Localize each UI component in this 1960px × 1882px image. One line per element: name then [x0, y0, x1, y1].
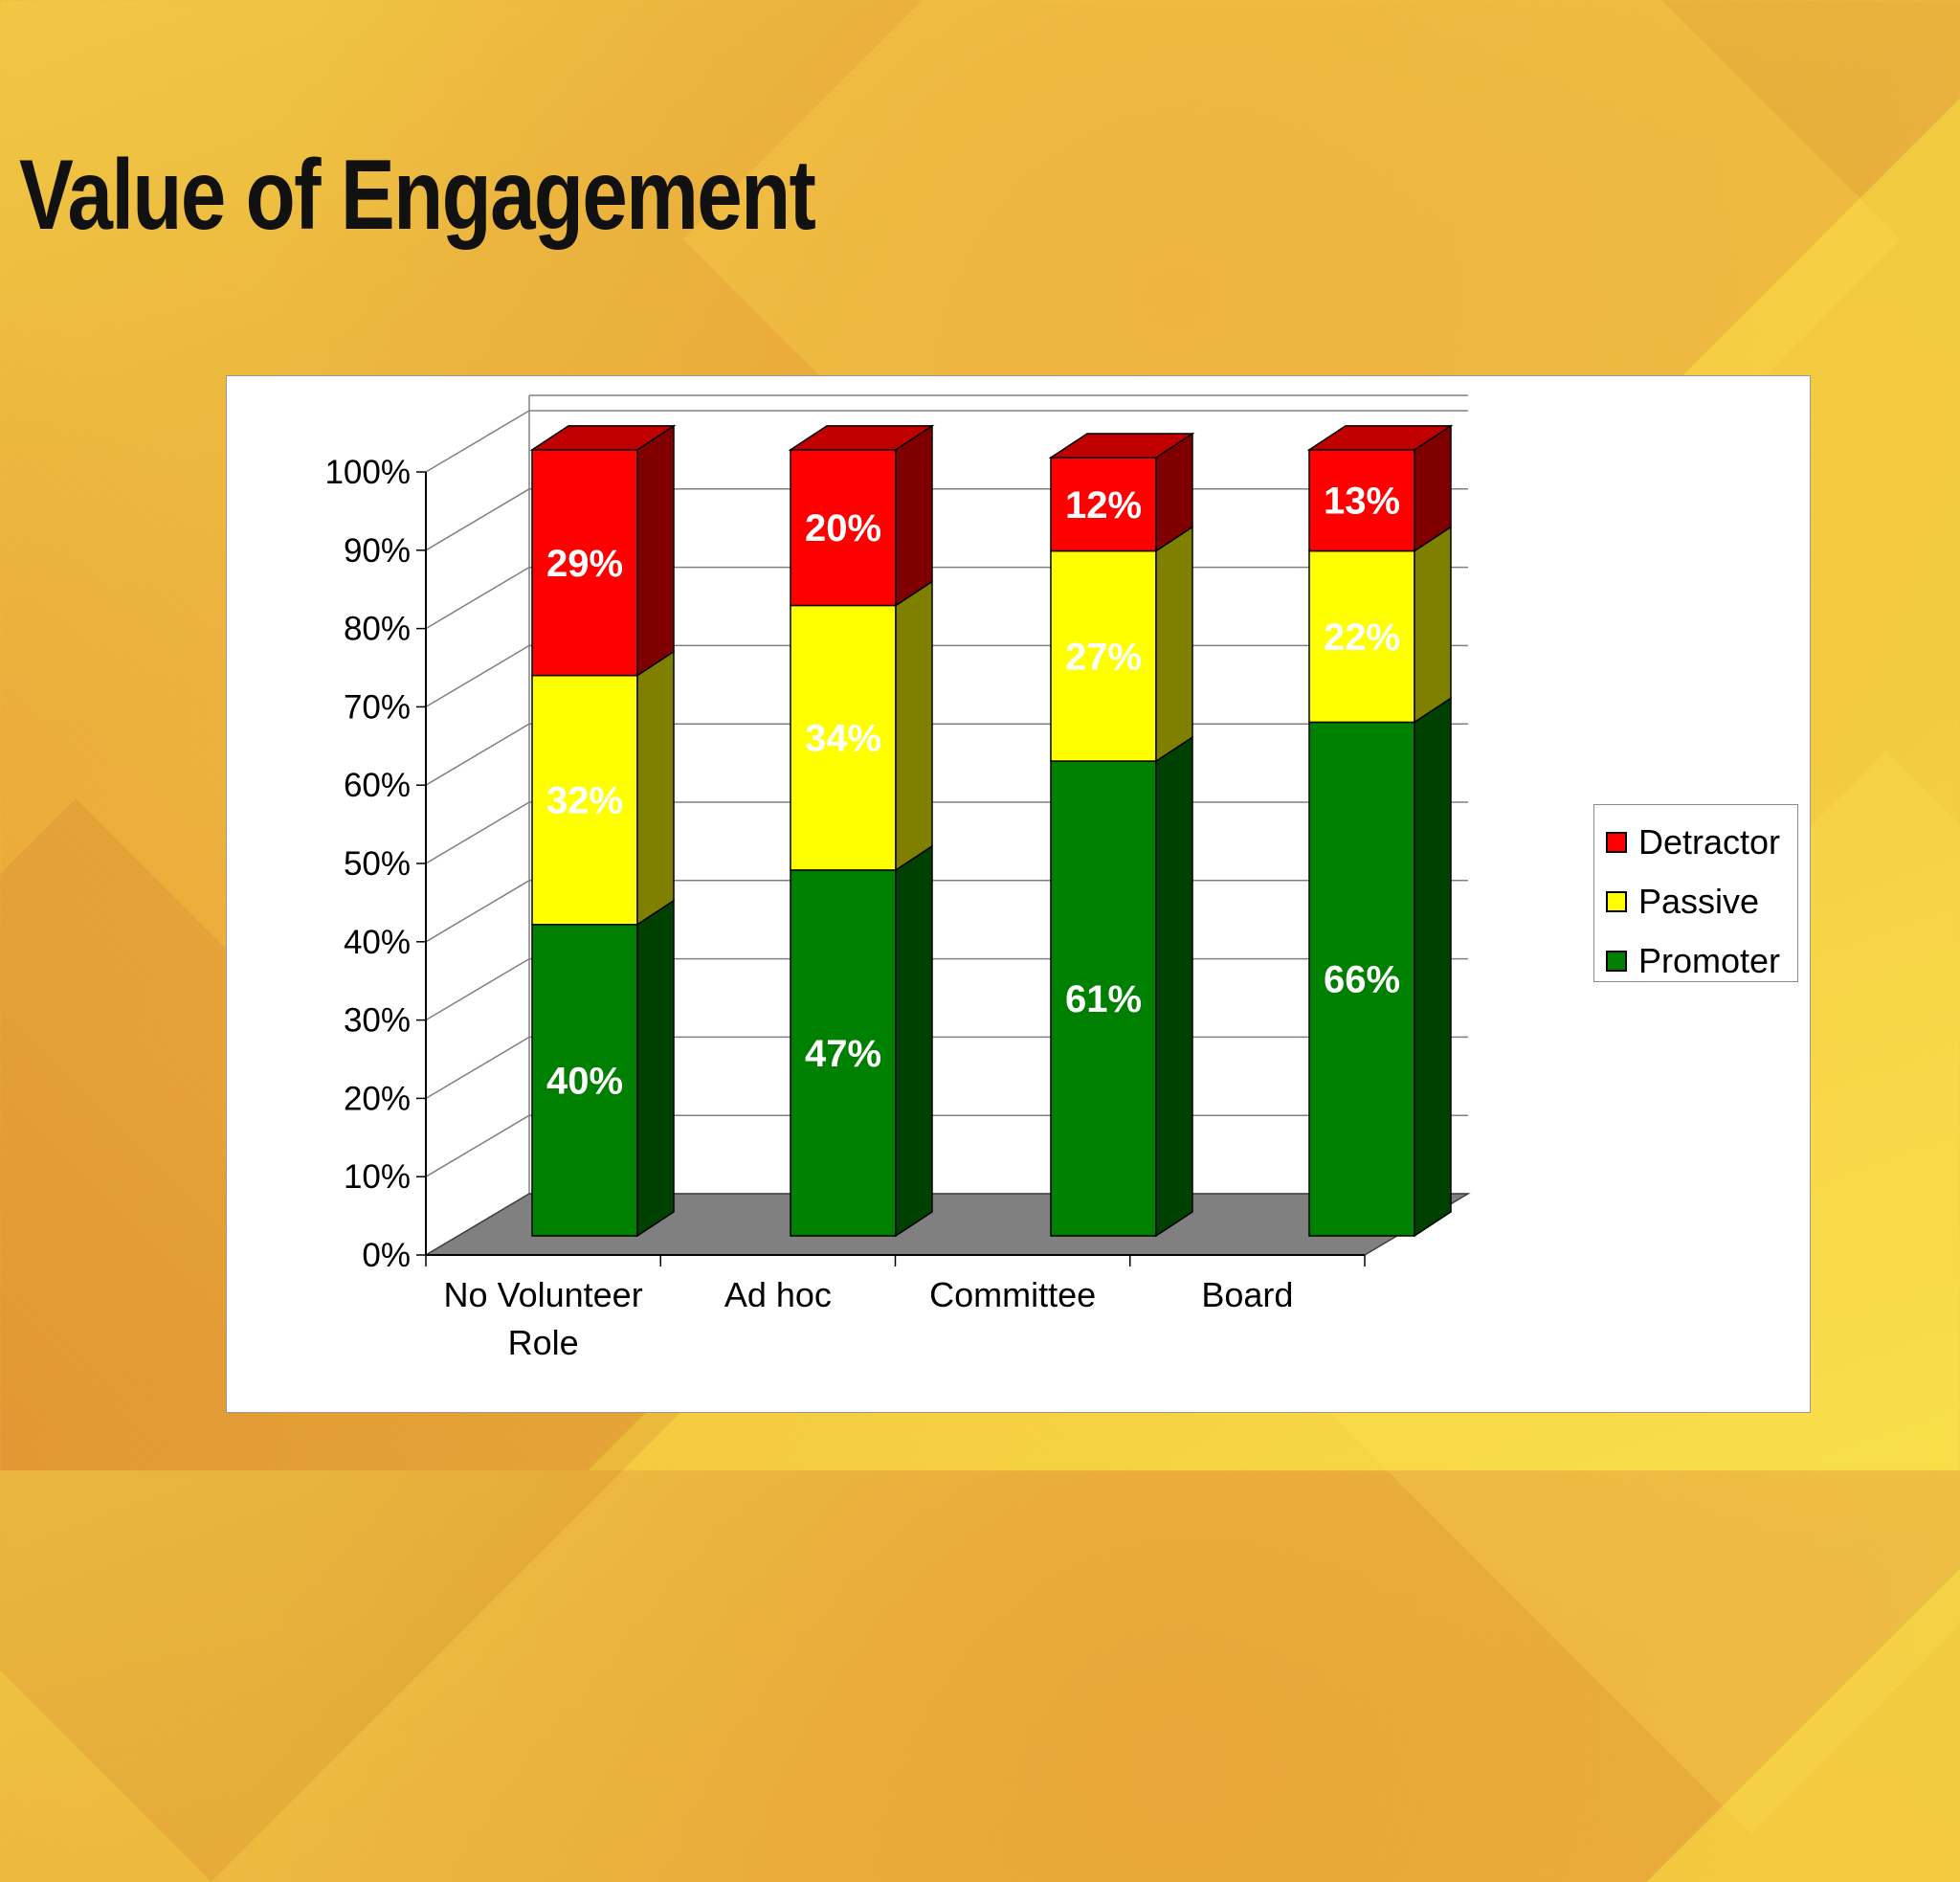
y-tick-label: 50% [344, 845, 411, 883]
bar-side-promoter [895, 844, 933, 1238]
bar-side-detractor [636, 424, 675, 678]
x-category-label: Board [1201, 1275, 1293, 1314]
legend-label: Promoter [1638, 941, 1781, 980]
y-tick-label: 100% [324, 454, 411, 491]
bar-segment-passive [1050, 549, 1157, 762]
bar-top-detractor [1048, 433, 1195, 459]
bar-segment-detractor [790, 449, 897, 607]
y-tick-label: 40% [344, 924, 411, 961]
data-label: 47% [805, 1033, 881, 1075]
x-category-label: Committee [929, 1275, 1096, 1314]
bar-segment-passive [790, 604, 897, 871]
bar-segment-passive [531, 674, 638, 926]
legend-swatch-promoter [1606, 951, 1627, 972]
side-grid-line [425, 801, 530, 864]
side-grid-line [425, 880, 530, 943]
chart-legend: Detractor Passive Promoter [1593, 804, 1798, 982]
legend-item-passive: Passive [1606, 872, 1797, 931]
bar-top-detractor [1306, 425, 1454, 451]
side-grid-line [425, 410, 530, 473]
chart-panel: 0% 10% 20% 30% 40% 50% 60% 70% 80% 90% 100% 40% 32% 2… [226, 375, 1811, 1413]
bar-segment-detractor [1308, 449, 1415, 552]
bar-side-detractor [895, 424, 933, 607]
bar-segment-passive [1308, 549, 1415, 724]
x-category-label: No Volunteer [444, 1275, 643, 1314]
bar-top-detractor [529, 425, 677, 451]
y-tick-label: 10% [344, 1158, 411, 1196]
bar-segment-promoter [1050, 760, 1157, 1237]
legend-item-detractor: Detractor [1606, 813, 1797, 872]
data-label: 22% [1324, 616, 1400, 659]
data-label: 20% [805, 507, 881, 549]
data-label: 12% [1065, 484, 1142, 527]
legend-item-promoter: Promoter [1606, 931, 1797, 991]
data-label: 32% [546, 780, 623, 822]
bar-top-detractor [788, 425, 935, 451]
side-grid-line [425, 957, 530, 1021]
side-grid-line [425, 566, 530, 630]
bar-side-passive [1155, 526, 1193, 763]
bar-side-promoter [636, 899, 675, 1238]
y-tick-label: 80% [344, 611, 411, 648]
data-label: 61% [1065, 978, 1142, 1020]
slide-title: Value of Engagement [19, 140, 816, 251]
data-label: 13% [1324, 481, 1400, 523]
side-grid-line [425, 1036, 530, 1100]
side-grid-line [425, 488, 530, 551]
bar-segment-detractor [1050, 457, 1157, 552]
data-label: 66% [1324, 959, 1400, 1001]
bar-segment-promoter [1308, 721, 1415, 1237]
data-label: 40% [546, 1060, 623, 1102]
y-tick-label: 90% [344, 532, 411, 570]
x-category-label: Role [508, 1323, 579, 1362]
bar-side-passive [1414, 526, 1452, 724]
stacked-bar-chart: 0% 10% 20% 30% 40% 50% 60% 70% 80% 90% 100% 40% 32% 2… [324, 394, 1471, 1362]
bar-segment-promoter [790, 869, 897, 1237]
data-label: 34% [805, 718, 881, 760]
bar-side-passive [895, 580, 933, 872]
data-label: 29% [546, 543, 623, 585]
y-tick-label: 60% [344, 767, 411, 804]
y-tick-label: 0% [362, 1237, 411, 1274]
legend-swatch-detractor [1606, 832, 1627, 853]
x-category-label: Ad hoc [724, 1275, 832, 1314]
legend-swatch-passive [1606, 891, 1627, 912]
side-grid-line [425, 644, 530, 708]
y-tick-label: 20% [344, 1080, 411, 1117]
bar-side-passive [636, 650, 675, 927]
y-tick-label: 30% [344, 1002, 411, 1040]
bar-side-promoter [1414, 697, 1452, 1238]
legend-label: Detractor [1638, 822, 1781, 862]
bar-segment-promoter [531, 924, 638, 1237]
y-tick-label: 70% [344, 688, 411, 726]
side-grid-line [425, 723, 530, 786]
side-grid-line [425, 1114, 530, 1177]
bar-side-promoter [1155, 735, 1193, 1238]
legend-label: Passive [1638, 882, 1760, 921]
data-label: 27% [1065, 636, 1142, 678]
